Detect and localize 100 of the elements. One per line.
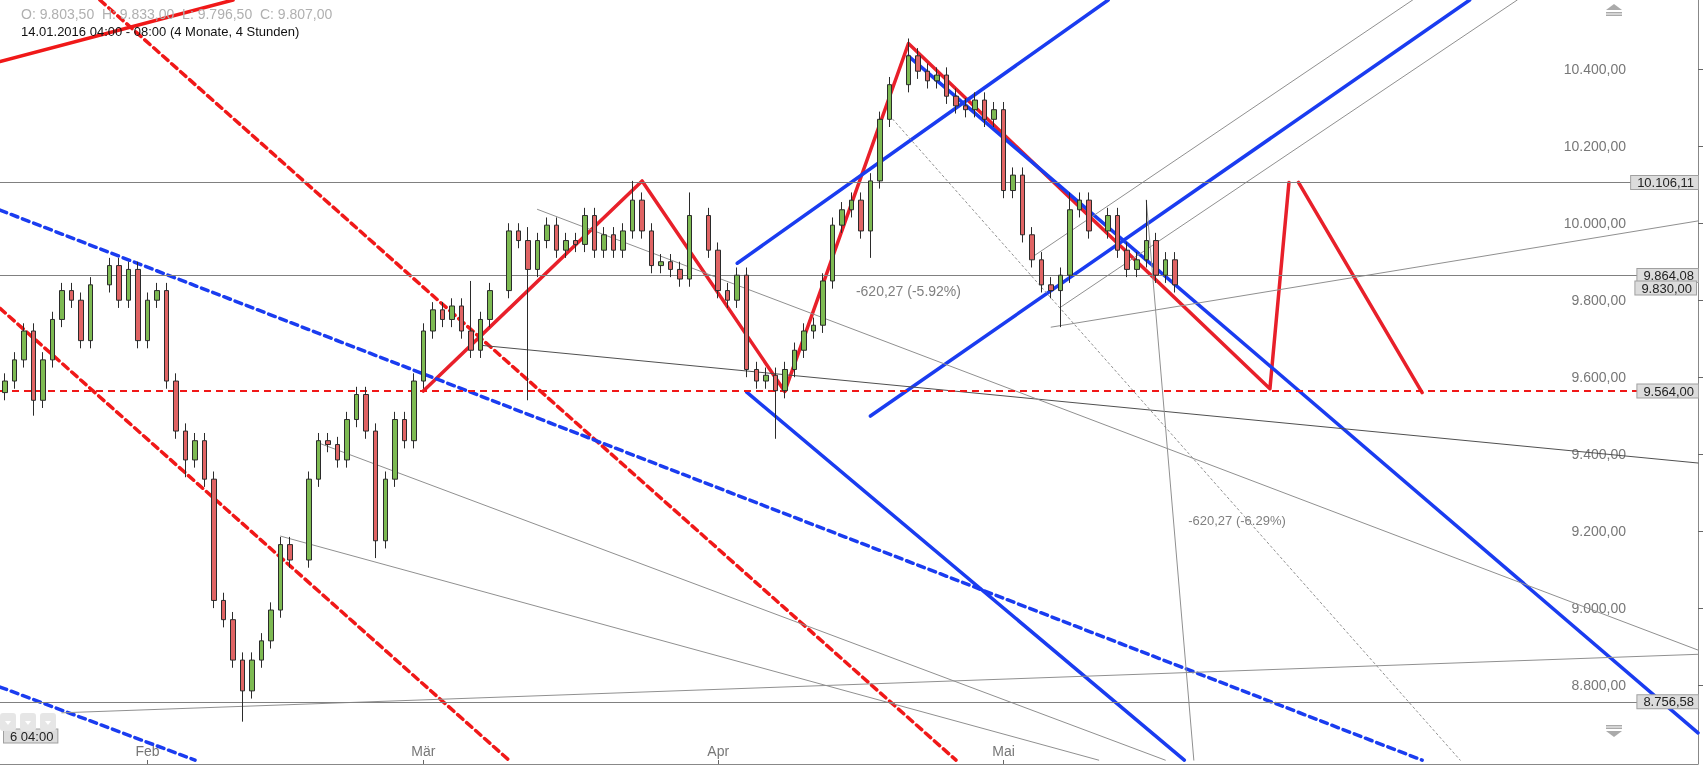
candlestick	[1115, 207, 1120, 259]
candlestick	[811, 317, 816, 340]
candlestick	[544, 216, 550, 249]
candlestick	[734, 267, 740, 309]
candlestick	[535, 232, 540, 278]
candlestick	[649, 222, 654, 274]
candlestick	[21, 322, 27, 369]
candlestick	[344, 411, 350, 469]
candlestick	[830, 216, 835, 290]
candlestick	[953, 88, 959, 115]
candlestick	[468, 280, 474, 359]
candlestick	[287, 536, 293, 569]
y-tick-label: 9.200,00	[1571, 523, 1627, 540]
candlestick	[487, 282, 493, 328]
candlestick	[1029, 226, 1035, 268]
candlestick	[858, 191, 864, 240]
candlestick	[249, 651, 255, 700]
candlestick	[183, 422, 188, 478]
candlestick	[2, 372, 8, 401]
candlestick	[50, 311, 55, 369]
candlestick	[1077, 191, 1082, 218]
candlestick	[525, 226, 531, 401]
candlestick	[354, 386, 359, 428]
candlestick	[116, 257, 122, 309]
candlestick	[40, 351, 46, 409]
candlestick	[725, 282, 730, 309]
candlestick	[963, 97, 968, 118]
candlestick	[1010, 166, 1016, 199]
candlestick	[820, 272, 826, 334]
candlestick	[278, 536, 283, 619]
candlestick	[240, 651, 245, 723]
candlestick	[849, 191, 854, 218]
candlestick	[478, 311, 483, 359]
candlestick	[459, 297, 464, 340]
candlestick	[639, 191, 645, 240]
candlestick	[706, 207, 711, 259]
x-tick-label: Feb	[135, 743, 160, 759]
candlestick	[1134, 251, 1140, 278]
candlestick	[763, 367, 769, 390]
annotation: -620,27 (-5.92%)	[855, 282, 961, 299]
candlestick	[839, 201, 845, 234]
candlestick	[221, 592, 226, 628]
candlestick	[1172, 251, 1178, 294]
candlestick	[601, 226, 607, 259]
candlestick	[934, 66, 940, 90]
y-tick-label: 9.600,00	[1571, 369, 1627, 386]
candlestick	[925, 63, 930, 90]
candlestick	[363, 386, 369, 440]
candlestick	[1086, 191, 1092, 240]
candlestick	[573, 232, 578, 253]
candlestick	[59, 282, 65, 328]
candlestick	[154, 282, 160, 309]
candlestick	[1144, 199, 1149, 268]
candlestick	[801, 322, 807, 359]
candlestick	[972, 91, 978, 118]
candlestick	[982, 91, 987, 128]
candlestick	[145, 292, 150, 349]
candlestick	[1153, 232, 1159, 284]
candlestick	[126, 261, 131, 309]
candlestick	[421, 322, 426, 390]
ref-line-label: 9.564,00	[1643, 383, 1694, 399]
candlestick	[516, 222, 521, 249]
candlestick	[506, 222, 512, 299]
candlestick	[744, 267, 749, 378]
candlestick	[335, 436, 340, 469]
candlestick	[373, 422, 378, 559]
candlestick	[259, 632, 264, 669]
candlestick	[230, 611, 236, 669]
candlestick	[868, 172, 873, 259]
candlestick	[31, 322, 36, 417]
candlestick	[592, 207, 597, 259]
candlestick	[906, 37, 911, 93]
candlestick	[411, 372, 417, 449]
candlestick	[563, 232, 569, 259]
candlestick	[782, 361, 788, 399]
candlestick	[887, 76, 892, 128]
annotation: -620,27 (-6.29%)	[1188, 512, 1286, 528]
candlestick	[402, 411, 407, 449]
candlestick	[88, 276, 93, 349]
candlestick	[173, 372, 179, 440]
candlestick	[715, 241, 721, 299]
x-tick-label: Apr	[707, 743, 730, 759]
candlestick	[915, 47, 921, 80]
y-tick-label: 10.000,00	[1563, 215, 1627, 232]
candlestick	[192, 432, 198, 469]
candlestick	[1105, 207, 1111, 240]
candlestick	[211, 470, 217, 609]
candlestick	[620, 222, 626, 259]
annotation: 6 04:00	[10, 728, 54, 744]
x-tick-label: Mai	[992, 743, 1015, 759]
candlestick	[582, 207, 588, 253]
y-tick-label: 9.800,00	[1571, 292, 1627, 309]
candlestick	[392, 411, 398, 488]
candlestick	[1163, 251, 1168, 284]
ref-line-label: 8.756,58	[1643, 694, 1694, 710]
candlestick	[69, 282, 74, 309]
candlestick	[383, 470, 388, 549]
y-tick-label: 10.400,00	[1563, 61, 1627, 78]
candlestick	[611, 226, 616, 259]
candlestick	[306, 470, 312, 569]
